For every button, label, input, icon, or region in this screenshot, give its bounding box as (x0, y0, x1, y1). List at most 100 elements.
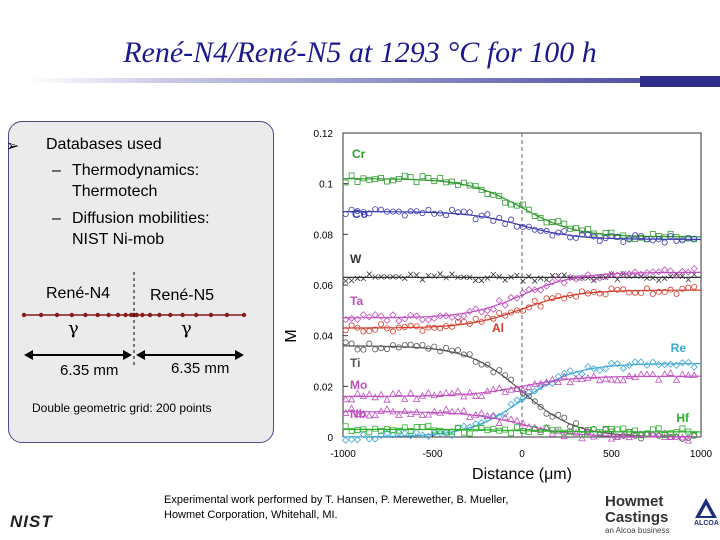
marker (395, 324, 402, 331)
marker (454, 314, 462, 322)
marker (425, 175, 432, 181)
marker (342, 316, 350, 324)
marker (561, 228, 568, 235)
marker (555, 293, 562, 300)
marker (649, 290, 656, 297)
y-tick-label: 0.04 (314, 332, 334, 343)
marker (626, 429, 633, 435)
marker (572, 275, 580, 283)
marker (449, 206, 456, 213)
howmet-logo: Howmet Castings (605, 494, 668, 526)
marker (377, 431, 385, 439)
marker (496, 193, 503, 200)
marker (454, 318, 461, 325)
marker (649, 358, 657, 366)
marker (601, 429, 610, 437)
marker (372, 274, 379, 280)
item-thermo-value: Thermotech (72, 183, 158, 200)
howmet-line-2: Castings (605, 509, 669, 526)
marker (673, 429, 680, 435)
marker (560, 432, 568, 440)
title-underline (30, 78, 720, 83)
grid-node (147, 312, 153, 318)
marker (372, 326, 379, 333)
marker (507, 293, 515, 301)
marker (660, 433, 669, 440)
item-mobility-label: Diffusion mobilities: (72, 210, 210, 227)
marker (424, 388, 433, 396)
marker (371, 311, 379, 319)
y-tick-label: 0.1 (319, 180, 333, 191)
marker (625, 433, 633, 441)
marker (360, 208, 367, 215)
grid-node (134, 312, 139, 318)
marker (478, 212, 485, 219)
marker (395, 317, 403, 325)
marker (371, 393, 379, 401)
marker (342, 436, 350, 444)
marker (579, 431, 585, 438)
marker (378, 274, 384, 280)
marker (478, 318, 485, 325)
marker (431, 210, 438, 217)
credit-line-1: Experimental work performed by T. Hansen… (164, 494, 509, 506)
marker (460, 392, 468, 400)
marker (413, 323, 420, 330)
phase-right-gamma: γ (181, 318, 192, 339)
marker (555, 218, 562, 225)
x-tick-label: 1000 (690, 449, 713, 460)
grid-node (38, 312, 44, 318)
marker (454, 209, 461, 216)
marker (384, 426, 390, 433)
marker (359, 392, 368, 399)
marker (514, 272, 520, 279)
marker (608, 233, 615, 240)
marker (460, 318, 467, 325)
phase-left-gamma: γ (68, 318, 79, 339)
marker (401, 212, 408, 219)
credit-text: Experimental work performed by T. Hansen… (164, 493, 508, 523)
marker (613, 433, 622, 440)
marker (548, 278, 556, 286)
marker (460, 208, 467, 215)
marker (519, 385, 527, 393)
marker (472, 420, 480, 428)
marker (454, 424, 462, 432)
alloy-left-label: René-N4 (46, 285, 111, 302)
grid-note: Double geometric grid: 200 points (32, 401, 212, 415)
marker (596, 290, 603, 297)
marker (573, 426, 579, 432)
marker (472, 305, 480, 313)
grid-node (83, 312, 88, 318)
marker (443, 344, 450, 351)
y-tick-label: 0.06 (314, 281, 334, 292)
howmet-line-1: Howmet (605, 493, 664, 510)
marker (590, 372, 598, 380)
marker (548, 430, 557, 437)
marker (460, 406, 468, 414)
marker (566, 273, 574, 282)
marker (590, 230, 597, 237)
marker (549, 295, 556, 302)
marker (389, 389, 397, 397)
y-tick-label: 0.02 (314, 382, 334, 393)
marker (406, 389, 415, 396)
marker (508, 430, 514, 437)
marker (449, 178, 455, 185)
marker (342, 423, 349, 430)
marker (596, 429, 603, 436)
marker (378, 345, 385, 352)
marker (347, 404, 356, 412)
marker (572, 374, 580, 382)
marker (490, 426, 497, 433)
marker (685, 284, 692, 291)
marker (442, 429, 450, 437)
series-label-Re: Re (671, 341, 687, 355)
marker (483, 387, 492, 395)
marker (679, 425, 686, 432)
marker (407, 322, 414, 329)
marker (673, 290, 680, 297)
series-line-Co (343, 211, 701, 240)
marker (437, 210, 444, 217)
marker (519, 394, 527, 403)
